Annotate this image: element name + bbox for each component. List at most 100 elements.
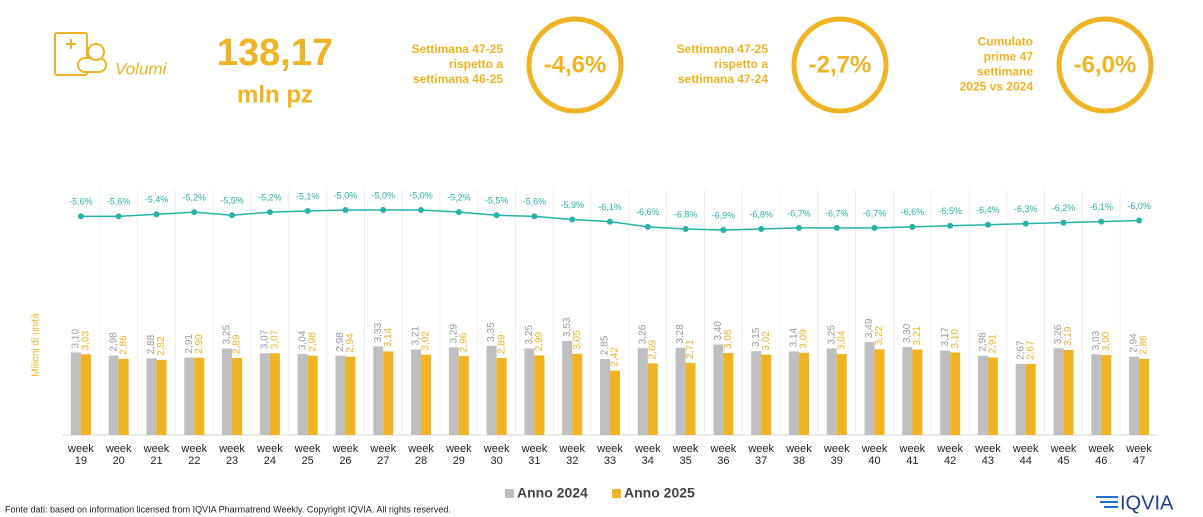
data-label: 2,98 (978, 332, 989, 352)
data-label: 2,91 (988, 334, 999, 354)
data-label: 3,03 (1091, 330, 1102, 350)
bar (977, 355, 988, 435)
x-tick-label: week 22 (181, 443, 208, 467)
data-label: 3,02 (761, 331, 772, 351)
bar (496, 358, 507, 435)
data-label: 2,89 (496, 334, 507, 354)
line-label: -5,0% (334, 190, 358, 200)
x-tick-label: week 36 (710, 443, 737, 467)
data-label: 2,96 (458, 332, 469, 352)
data-label: 3,26 (637, 324, 648, 344)
bar (1015, 363, 1026, 435)
line-point (229, 212, 236, 219)
kpi-label: rispetto a (449, 57, 503, 71)
kpi-value: -6,0% (1074, 51, 1137, 78)
x-tick-label: week 45 (1050, 443, 1077, 467)
logo-text: IQVIA (1120, 492, 1174, 514)
kpi-label: 2025 vs 2024 (960, 80, 1034, 94)
bar (259, 353, 270, 435)
line-label: -5,2% (258, 192, 282, 202)
data-label: 2,42 (610, 347, 621, 367)
data-label: 2,91 (184, 334, 195, 354)
x-tick-label: week 31 (521, 443, 548, 467)
x-tick-label: week 20 (105, 443, 132, 467)
data-label: 3,33 (373, 322, 384, 342)
data-label: 3,30 (902, 323, 913, 343)
line-point (1060, 219, 1067, 226)
line-label: -6,8% (674, 209, 698, 219)
bar (345, 356, 356, 435)
data-label: 2,99 (534, 331, 545, 351)
bar (1101, 355, 1112, 435)
data-label: 3,05 (572, 330, 583, 350)
x-tick-label: week 35 (672, 443, 699, 467)
x-tick-label: week 39 (823, 443, 850, 467)
bar (1091, 354, 1102, 435)
line-label: -5,4% (145, 195, 169, 205)
x-tick-label: week 40 (861, 443, 888, 467)
bar (146, 358, 157, 435)
kpi-label: settimane (977, 65, 1033, 79)
line-point (909, 223, 916, 230)
data-label: 2,89 (232, 334, 243, 354)
bar (534, 355, 545, 435)
kpi-label: Volumi (115, 59, 168, 78)
bar (194, 357, 205, 435)
line-label: -5,0% (371, 190, 395, 200)
data-label: 3,04 (297, 330, 308, 350)
bar (1053, 348, 1064, 435)
x-tick-label: week 34 (634, 443, 661, 467)
data-label: 3,53 (562, 317, 573, 337)
bar (723, 352, 734, 435)
line-point (644, 223, 651, 230)
bar (458, 356, 469, 435)
kpi-value: -2,7% (809, 51, 872, 78)
data-label: 3,14 (383, 327, 394, 347)
line-point (720, 227, 727, 233)
data-label: 3,09 (799, 329, 810, 349)
line-point (342, 207, 349, 213)
bar (874, 349, 885, 435)
bar (826, 348, 837, 435)
line-label: -5,9% (560, 200, 584, 210)
line-label: -6,3% (1014, 204, 1038, 214)
source: Fonte dati: based on information license… (5, 504, 451, 514)
data-label: 3,04 (836, 330, 847, 350)
data-label: 3,14 (789, 327, 800, 347)
x-tick-label: week 27 (370, 443, 397, 467)
line-label: -6,8% (749, 209, 773, 219)
line-point (1136, 217, 1143, 224)
data-label: 3,19 (1063, 326, 1074, 346)
line-point (758, 225, 765, 232)
data-label: 2,98 (307, 332, 318, 352)
x-tick-label: week 25 (294, 443, 321, 467)
bar (307, 355, 318, 435)
data-label: 3,21 (912, 326, 923, 346)
bar (232, 358, 243, 435)
bar (685, 362, 696, 435)
kpi-unit: mln pz (237, 81, 313, 108)
data-label: 3,35 (486, 322, 497, 342)
kpi-label: Cumulato (978, 35, 1033, 49)
x-tick-label: week 43 (975, 443, 1001, 467)
line-point (531, 213, 538, 220)
x-tick-label: week 44 (1012, 443, 1039, 467)
bar (600, 359, 610, 435)
bar (864, 342, 875, 435)
data-label: 3,25 (524, 325, 535, 345)
kpi-circle (1056, 16, 1154, 114)
data-label: 2,88 (146, 334, 157, 354)
line-label: -5,6% (523, 197, 547, 207)
bar (788, 351, 799, 435)
line-label: -6,5% (938, 206, 962, 216)
line-label: -6,1% (1090, 202, 1114, 212)
bar (373, 346, 384, 435)
data-label: 3,10 (950, 329, 961, 349)
line-label: -5,5% (220, 196, 244, 206)
line-point (947, 222, 954, 229)
data-label: 2,94 (1129, 333, 1140, 353)
bar (675, 347, 686, 435)
bar (383, 351, 394, 435)
x-tick-label: week 33 (597, 443, 623, 467)
